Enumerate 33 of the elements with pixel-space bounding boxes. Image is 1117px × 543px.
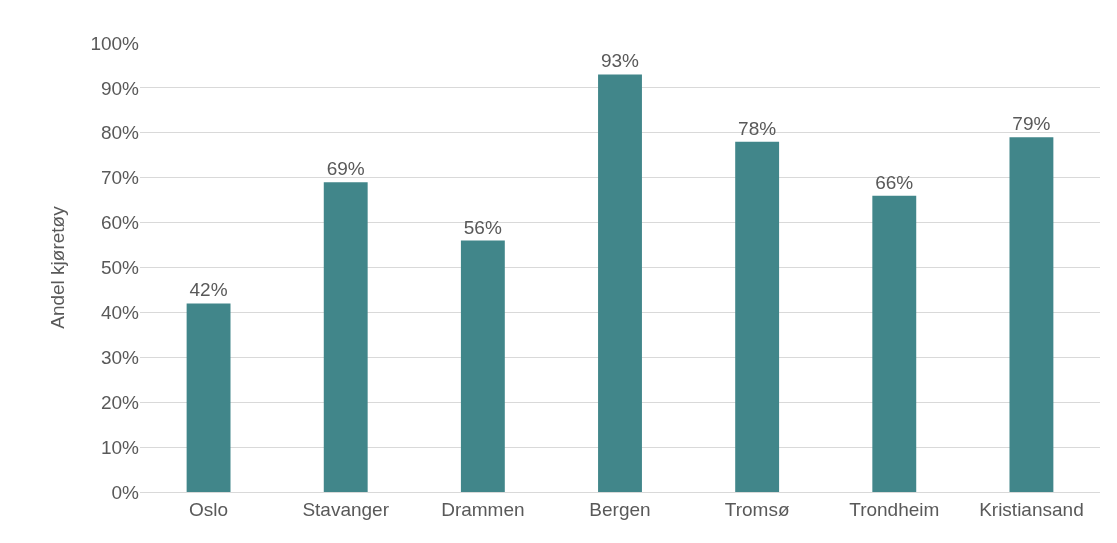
x-tick-label: Stavanger bbox=[302, 498, 390, 520]
bar bbox=[186, 303, 231, 492]
x-tick-label: Tromsø bbox=[724, 498, 790, 520]
data-label: 42% bbox=[189, 279, 228, 301]
bar bbox=[1009, 137, 1054, 492]
y-tick-label: 10% bbox=[100, 436, 140, 458]
bar bbox=[598, 74, 642, 492]
data-label: 56% bbox=[463, 216, 502, 238]
y-axis-title: Andel kjøretøy bbox=[47, 205, 69, 329]
y-tick-label: 80% bbox=[100, 122, 140, 144]
bar bbox=[872, 195, 917, 492]
y-tick-label: 70% bbox=[100, 167, 140, 189]
data-label: 79% bbox=[1012, 113, 1051, 135]
bar bbox=[735, 141, 780, 492]
bar bbox=[323, 182, 368, 492]
y-tick-label: 20% bbox=[100, 391, 140, 413]
data-label: 66% bbox=[875, 171, 914, 193]
x-tick-label: Trondheim bbox=[849, 498, 940, 520]
y-tick-label: 60% bbox=[100, 212, 140, 234]
data-label: 78% bbox=[738, 117, 777, 139]
x-tick-label: Drammen bbox=[441, 498, 525, 520]
data-label: 69% bbox=[326, 158, 365, 180]
y-tick-label: 50% bbox=[100, 257, 140, 279]
y-tick-label: 30% bbox=[100, 346, 140, 368]
y-tick-label: 40% bbox=[100, 302, 140, 324]
x-tick-label: Kristiansand bbox=[979, 498, 1084, 520]
data-label: 93% bbox=[600, 50, 640, 72]
y-tick-label: 90% bbox=[100, 77, 140, 99]
y-tick-label: 0% bbox=[111, 481, 140, 503]
x-tick-label: Oslo bbox=[189, 498, 229, 520]
y-tick-label: 100% bbox=[90, 32, 140, 54]
bar bbox=[460, 240, 505, 492]
x-tick-label: Bergen bbox=[589, 498, 651, 520]
